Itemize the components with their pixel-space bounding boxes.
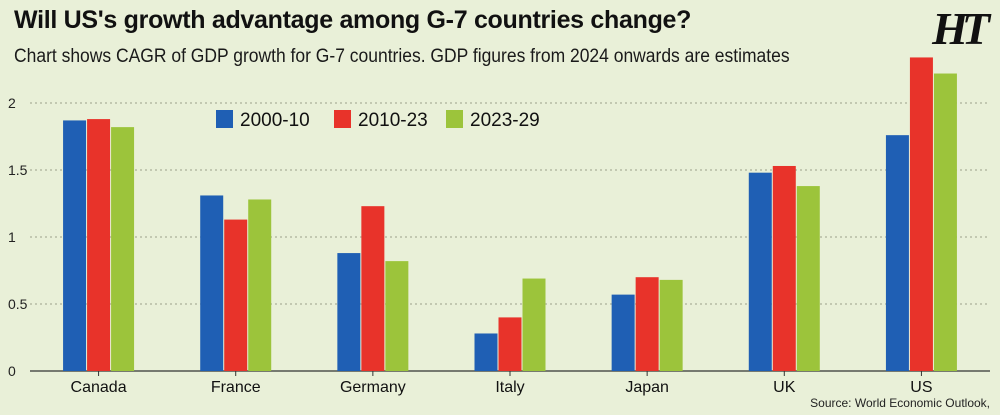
ht-logo: HT [932, 3, 990, 54]
bar-germany-2023-29 [385, 261, 409, 371]
legend-swatch [216, 110, 233, 128]
chart-title: Will US's growth advantage among G-7 cou… [14, 6, 692, 34]
chart-subtitle: Chart shows CAGR of GDP growth for G-7 c… [14, 46, 790, 67]
bar-canada-2010-23 [87, 119, 111, 371]
x-tick-label: Germany [340, 379, 406, 396]
bar-canada-2023-29 [111, 127, 135, 372]
x-tick-label: UK [773, 379, 796, 396]
bar-uk-2023-29 [796, 186, 820, 371]
bar-germany-2000-10 [337, 253, 361, 371]
x-tick-label: US [910, 379, 932, 396]
y-tick-label: 0 [8, 363, 16, 379]
bar-us-2010-23 [909, 57, 933, 371]
legend-label: 2010-23 [358, 110, 428, 131]
bar-japan-2023-29 [659, 279, 683, 371]
x-tick-label: Japan [625, 379, 669, 396]
bar-france-2010-23 [224, 219, 248, 371]
bar-us-2023-29 [933, 73, 957, 372]
bar-us-2000-10 [885, 135, 909, 371]
legend-label: 2000-10 [240, 110, 310, 131]
legend-label: 2023-29 [470, 110, 540, 131]
legend-swatch [334, 110, 351, 128]
bar-france-2000-10 [200, 195, 224, 371]
y-tick-label: 2 [8, 95, 16, 111]
x-tick-label: France [211, 379, 261, 396]
legend-swatch [446, 110, 463, 128]
y-tick-label: 1 [8, 229, 16, 245]
bar-france-2023-29 [248, 199, 272, 371]
source-note: Source: World Economic Outlook, [810, 396, 990, 410]
x-tick-label: Italy [495, 379, 524, 396]
bar-japan-2000-10 [611, 294, 635, 371]
bar-japan-2010-23 [635, 277, 659, 371]
y-tick-label: 0.5 [8, 296, 28, 312]
bar-uk-2010-23 [772, 165, 796, 371]
bar-italy-2023-29 [522, 278, 546, 371]
bar-uk-2000-10 [748, 172, 772, 371]
bar-italy-2000-10 [474, 333, 498, 371]
x-tick-label: Canada [71, 379, 127, 396]
bar-italy-2010-23 [498, 317, 522, 371]
bar-germany-2010-23 [361, 206, 385, 371]
y-tick-label: 1.5 [8, 162, 28, 178]
bar-canada-2000-10 [63, 120, 87, 371]
